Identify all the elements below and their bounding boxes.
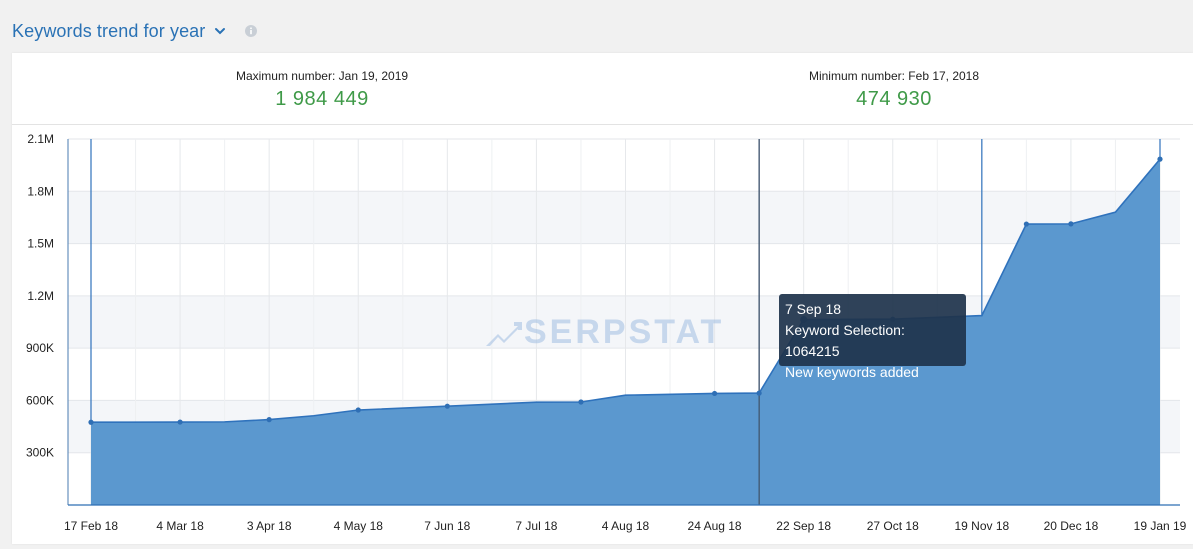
info-icon[interactable] xyxy=(245,25,258,37)
x-tick-label: 19 Nov 18 xyxy=(954,519,1009,533)
watermark: SERPSTAT xyxy=(484,313,724,352)
data-point xyxy=(1023,221,1029,227)
data-point xyxy=(756,390,762,396)
data-point xyxy=(355,407,361,413)
chart-title[interactable]: Keywords trend for year xyxy=(12,20,206,41)
x-tick-label: 3 Apr 18 xyxy=(247,519,292,533)
chart-tooltip: 7 Sep 18 Keyword Selection: 1064215 New … xyxy=(779,294,966,380)
x-tick-label: 7 Jul 18 xyxy=(515,519,557,533)
serpstat-logo-icon xyxy=(486,321,522,346)
min-stat-value: 474 930 xyxy=(856,88,932,110)
min-stat: Minimum number: Feb 17, 2018 474 930 xyxy=(734,69,1054,111)
data-point xyxy=(177,419,183,425)
y-tick-label: 2.1M xyxy=(27,132,54,146)
max-stat: Maximum number: Jan 19, 2019 1 984 449 xyxy=(162,69,482,111)
tooltip-keyword-selection: Keyword Selection: 1064215 xyxy=(785,322,905,359)
data-point xyxy=(711,390,718,397)
x-tick-label: 20 Dec 18 xyxy=(1044,519,1099,533)
data-point xyxy=(578,399,584,405)
chart-header: Keywords trend for year xyxy=(12,19,258,43)
tooltip-event: New keywords added xyxy=(785,364,919,380)
y-tick-label: 1.2M xyxy=(27,289,54,303)
data-point xyxy=(1157,156,1163,162)
area-fill xyxy=(91,159,1160,505)
data-point xyxy=(444,403,450,409)
x-tick-label: 17 Feb 18 xyxy=(64,519,118,533)
divider xyxy=(12,124,1193,125)
y-tick-label: 600K xyxy=(26,393,54,407)
x-tick-label: 4 Mar 18 xyxy=(156,519,204,533)
x-tick-label: 19 Jan 19 xyxy=(1134,519,1187,533)
x-tick-label: 4 May 18 xyxy=(334,519,384,533)
chevron-down-icon[interactable] xyxy=(213,24,227,38)
y-tick-label: 1.8M xyxy=(27,184,54,198)
max-stat-label: Maximum number: Jan 19, 2019 xyxy=(235,69,409,83)
x-tick-label: 4 Aug 18 xyxy=(602,519,650,533)
tooltip-date: 7 Sep 18 xyxy=(785,301,842,317)
data-point xyxy=(1068,221,1074,227)
max-stat-value: 1 984 449 xyxy=(275,88,369,110)
y-tick-label: 900K xyxy=(26,341,54,355)
x-tick-label: 7 Jun 18 xyxy=(424,519,470,533)
y-tick-label: 300K xyxy=(26,446,54,460)
x-tick-label: 27 Oct 18 xyxy=(867,519,919,533)
min-stat-label: Minimum number: Feb 17, 2018 xyxy=(808,69,980,83)
y-tick-label: 1.5M xyxy=(27,237,54,251)
x-tick-label: 22 Sep 18 xyxy=(776,519,831,533)
grid-band xyxy=(68,191,1180,244)
data-point xyxy=(88,419,94,425)
data-point xyxy=(266,417,272,423)
x-tick-label: 24 Aug 18 xyxy=(688,519,742,533)
watermark-text: SERPSTAT xyxy=(524,313,725,351)
